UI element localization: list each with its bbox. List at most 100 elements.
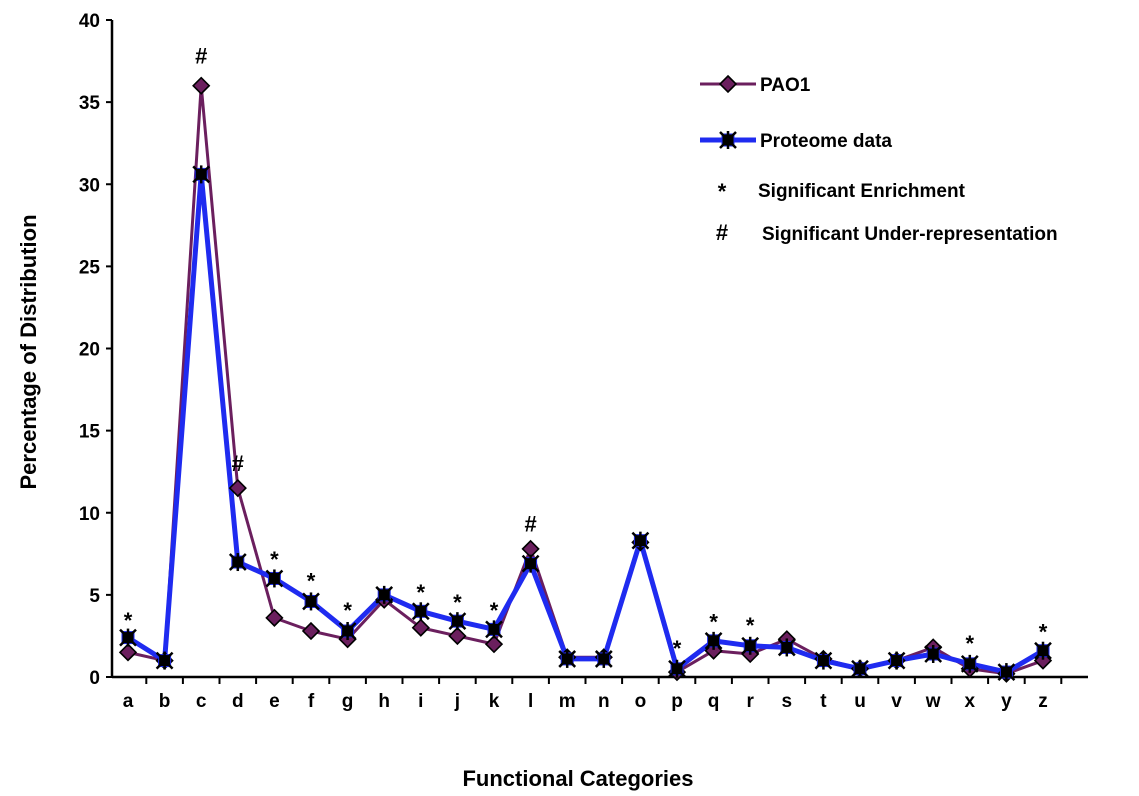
- y-tick-label: 40: [79, 11, 100, 32]
- data-point-pao1: [265, 608, 284, 628]
- data-point-proteome: [594, 649, 613, 668]
- data-point-proteome: [558, 649, 577, 668]
- y-tick-label: 15: [79, 422, 101, 443]
- x-tick-label: p: [671, 691, 683, 712]
- x-tick-label: l: [528, 691, 533, 712]
- enrichment-mark: *: [343, 598, 352, 623]
- data-point-proteome: [119, 628, 137, 647]
- data-point-proteome: [887, 651, 906, 670]
- x-tick-label: q: [708, 691, 720, 712]
- data-point-pao1: [301, 621, 321, 641]
- enrichment-mark: *: [453, 590, 462, 615]
- data-point-pao1: [484, 635, 504, 654]
- enrichment-mark: *: [307, 568, 316, 593]
- data-point-pao1: [411, 618, 430, 637]
- x-tick-label: o: [635, 691, 647, 712]
- data-point-proteome: [265, 569, 284, 588]
- data-point-proteome: [302, 592, 320, 611]
- x-tick-label: v: [891, 691, 902, 712]
- enrichment-mark: *: [746, 613, 755, 638]
- under-representation-mark: #: [524, 512, 536, 537]
- data-point-proteome: [851, 659, 869, 678]
- y-tick-label: 0: [89, 668, 100, 689]
- data-point-proteome: [997, 663, 1016, 682]
- series-line-pao1: [127, 84, 1044, 676]
- enrichment-mark: *: [1039, 619, 1048, 644]
- enrichment-mark: *: [270, 547, 279, 572]
- data-point-proteome: [192, 165, 211, 184]
- enrichment-mark: *: [673, 636, 682, 661]
- x-tick-label: d: [232, 691, 244, 712]
- x-tick-label: n: [598, 691, 610, 712]
- x-tick-label: j: [454, 691, 460, 712]
- data-point-proteome: [960, 654, 979, 673]
- data-point-proteome: [704, 631, 723, 650]
- legend-marker-pao1: [718, 74, 738, 94]
- legend-label: Significant Under-representation: [762, 224, 1058, 245]
- y-tick-label: 35: [79, 93, 101, 114]
- legend: PAO1 Proteome data * Significant Enrichment…: [700, 74, 1058, 245]
- data-point-proteome: [228, 553, 247, 572]
- enrichment-mark: *: [490, 598, 499, 623]
- data-point-proteome: [668, 659, 686, 678]
- enrichment-mark: *: [124, 608, 133, 633]
- x-tick-label: t: [820, 691, 827, 712]
- under-representation-mark: #: [195, 43, 207, 68]
- data-point-proteome: [741, 636, 760, 655]
- x-tick-label: y: [1001, 691, 1012, 712]
- y-axis-title: Percentage of Distribution: [16, 214, 41, 489]
- y-tick-label: 5: [89, 586, 100, 607]
- annotation-layer: * # # * * * * * * # * * * * *: [124, 43, 1048, 660]
- x-tick-label: m: [559, 691, 576, 712]
- x-tick-label: w: [925, 691, 941, 712]
- x-tick-label: c: [196, 691, 207, 712]
- x-tick-label: e: [269, 691, 280, 712]
- x-tick-label: g: [342, 691, 354, 712]
- data-point-proteome: [338, 622, 357, 641]
- y-tick-label: 20: [79, 340, 100, 361]
- data-point-proteome: [814, 651, 833, 670]
- legend-marker-proteome: [719, 131, 737, 149]
- data-point-proteome: [375, 585, 394, 604]
- legend-symbol: #: [716, 220, 728, 245]
- data-point-proteome: [521, 554, 540, 573]
- legend-symbol: *: [718, 179, 727, 204]
- data-point-pao1: [448, 626, 467, 646]
- x-tick-label: s: [782, 691, 793, 712]
- data-point-proteome: [155, 651, 174, 670]
- data-point-proteome: [1034, 641, 1052, 660]
- enrichment-mark: *: [417, 580, 426, 605]
- x-axis-title: Functional Categories: [462, 766, 693, 791]
- x-tick-label: i: [418, 691, 423, 712]
- enrichment-mark: *: [709, 610, 718, 635]
- legend-label: Proteome data: [760, 131, 892, 152]
- legend-label: PAO1: [760, 75, 811, 96]
- x-tick-label: z: [1038, 691, 1048, 712]
- data-point-proteome: [777, 638, 796, 657]
- data-point-proteome: [631, 531, 650, 550]
- y-tick-label: 30: [79, 175, 100, 196]
- x-tick-label: k: [489, 691, 500, 712]
- x-tick-label: h: [378, 691, 390, 712]
- y-tick-label: 10: [79, 504, 100, 525]
- x-tick-label: r: [746, 691, 754, 712]
- data-point-pao1: [192, 76, 211, 95]
- data-point-proteome: [924, 645, 943, 664]
- data-point-pao1: [118, 643, 138, 662]
- data-point-pao1: [228, 478, 247, 498]
- data-point-proteome: [485, 620, 503, 639]
- x-tick-label: u: [854, 691, 866, 712]
- series-line-proteome: [126, 171, 1045, 675]
- series-layer: [118, 76, 1053, 683]
- data-point-pao1: [521, 539, 540, 559]
- legend-label: Significant Enrichment: [758, 181, 966, 202]
- axes-layer: 0 5 10 15 20 25 30 35 40 a b c d e f g h i j k l m n o p q r s t u v w x…: [79, 11, 1088, 712]
- x-tick-label: f: [308, 691, 315, 712]
- under-representation-mark: #: [232, 451, 244, 476]
- x-tick-label: a: [123, 691, 134, 712]
- data-point-proteome: [411, 602, 430, 621]
- data-point-proteome: [448, 612, 467, 631]
- x-tick-label: b: [159, 691, 171, 712]
